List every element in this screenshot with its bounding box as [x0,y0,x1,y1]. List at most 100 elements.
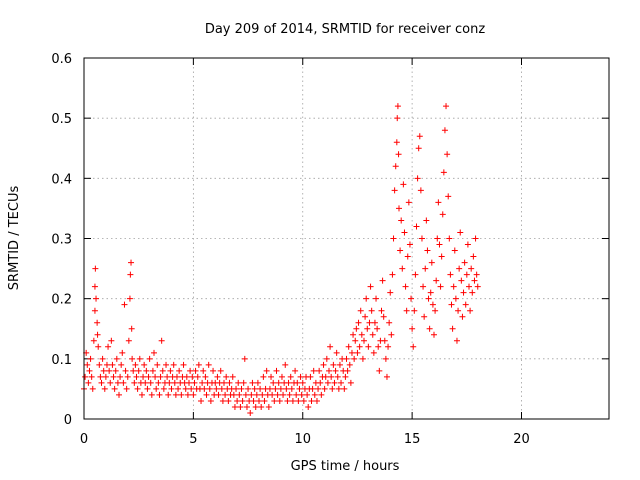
data-point [348,349,355,356]
data-point [128,259,135,266]
data-point [121,301,128,308]
data-point [392,163,399,170]
data-point [198,397,205,404]
data-point [391,187,398,194]
data-point [402,283,409,290]
data-point [292,367,299,374]
data-point [176,367,183,374]
data-point [124,373,131,380]
x-axis-label: GPS time / hours [291,459,400,474]
data-point [195,361,202,368]
data-point [333,349,340,356]
data-point [408,295,415,302]
data-point [389,271,396,278]
data-point [96,361,103,368]
data-point [368,307,375,314]
data-point [296,385,303,392]
data-point [87,355,94,362]
data-point [239,397,246,404]
data-point [238,385,245,392]
data-point [86,367,93,374]
data-point [192,367,199,374]
data-point [385,343,392,350]
data-point [117,373,124,380]
data-point [218,385,225,392]
data-point [219,397,226,404]
data-point [85,379,92,386]
data-point [381,337,388,344]
data-point [159,367,166,374]
data-point [263,367,270,374]
data-point [308,397,315,404]
data-point [434,235,441,242]
data-point [229,373,236,380]
data-point [330,361,337,368]
data-point [111,385,118,392]
data-point [140,373,147,380]
data-point [214,373,221,380]
data-point [110,373,117,380]
data-point [464,241,471,248]
data-point [400,181,407,188]
data-point [457,229,464,236]
data-point [222,391,229,398]
data-point [178,391,185,398]
data-point [342,373,349,380]
data-point [417,187,424,194]
data-point [286,391,293,398]
data-point [90,337,97,344]
data-point [469,289,476,296]
data-point [455,307,462,314]
data-point [315,385,322,392]
data-point [138,391,145,398]
data-point [451,247,458,254]
data-point [463,271,470,278]
data-point [127,271,134,278]
data-point [283,385,290,392]
data-point [141,361,148,368]
data-point [98,379,105,386]
data-point [414,175,421,182]
data-point [184,391,191,398]
data-point [171,379,178,386]
data-point [233,385,240,392]
data-point [429,301,436,308]
data-point [172,391,179,398]
data-point [329,385,336,392]
data-point [376,367,383,374]
data-point [128,325,135,332]
data-point [144,385,151,392]
data-point [450,283,457,290]
data-point [403,307,410,314]
data-point [258,403,265,410]
data-point [327,343,334,350]
data-point [331,379,338,386]
data-point [406,241,413,248]
y-axis-label: SRMTID / TECUs [7,186,22,291]
data-point [94,331,101,338]
data-point [151,349,157,356]
data-point [84,361,91,368]
data-point [361,337,367,344]
data-point [282,361,289,368]
data-point [164,373,171,380]
data-point [335,385,342,392]
data-point [354,349,361,356]
data-point [299,379,306,386]
data-point [245,385,252,392]
data-point [444,151,451,158]
x-tick-label: 10 [294,432,311,447]
data-point [343,355,350,362]
data-point [396,205,402,212]
data-point [180,361,187,368]
data-point [432,307,439,314]
data-point [322,373,329,380]
data-point [114,379,121,386]
plot-frame [83,57,610,420]
data-point [273,367,280,374]
x-tick-label: 15 [404,432,421,447]
data-point [107,379,114,386]
data-point [318,391,325,398]
data-point [364,325,371,332]
